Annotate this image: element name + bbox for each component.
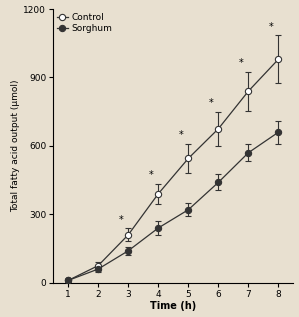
Text: *: *	[239, 58, 243, 68]
Text: *: *	[269, 22, 273, 32]
Text: *: *	[118, 215, 123, 225]
X-axis label: Time (h): Time (h)	[150, 301, 196, 311]
Text: *: *	[148, 170, 153, 180]
Y-axis label: Total fatty acid output (μmol): Total fatty acid output (μmol)	[12, 80, 21, 212]
Legend: Control, Sorghum: Control, Sorghum	[56, 12, 113, 34]
Text: *: *	[208, 98, 213, 108]
Text: *: *	[179, 130, 183, 140]
